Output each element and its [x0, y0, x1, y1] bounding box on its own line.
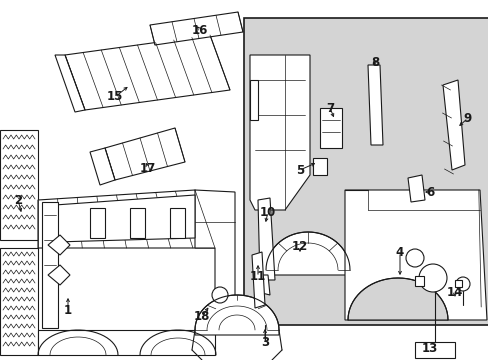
- Text: 14: 14: [446, 285, 462, 298]
- Polygon shape: [195, 190, 235, 330]
- Polygon shape: [38, 190, 215, 248]
- Text: 8: 8: [370, 55, 378, 68]
- Polygon shape: [258, 198, 274, 280]
- Polygon shape: [347, 278, 447, 320]
- Polygon shape: [42, 202, 58, 328]
- Polygon shape: [90, 148, 115, 185]
- Polygon shape: [249, 55, 309, 210]
- Polygon shape: [55, 55, 85, 112]
- Text: 2: 2: [14, 194, 22, 207]
- Polygon shape: [150, 12, 243, 45]
- Text: 1: 1: [64, 303, 72, 316]
- Text: 11: 11: [249, 270, 265, 284]
- Polygon shape: [65, 35, 229, 110]
- Circle shape: [455, 277, 469, 291]
- Polygon shape: [251, 252, 264, 308]
- Polygon shape: [345, 190, 486, 320]
- Circle shape: [212, 287, 227, 303]
- Polygon shape: [170, 208, 184, 238]
- Text: 6: 6: [425, 185, 433, 198]
- Text: 15: 15: [106, 90, 123, 104]
- Polygon shape: [258, 275, 269, 295]
- Polygon shape: [0, 130, 38, 240]
- Polygon shape: [312, 158, 326, 175]
- Text: 7: 7: [325, 102, 333, 114]
- Text: 18: 18: [193, 310, 210, 324]
- Text: 10: 10: [259, 206, 276, 219]
- Text: 12: 12: [291, 240, 307, 253]
- Polygon shape: [195, 295, 279, 335]
- Polygon shape: [90, 208, 105, 238]
- Polygon shape: [48, 265, 70, 285]
- Polygon shape: [55, 195, 195, 242]
- Polygon shape: [367, 65, 382, 145]
- Circle shape: [405, 249, 423, 267]
- Text: 3: 3: [261, 336, 268, 348]
- Text: 16: 16: [191, 23, 208, 36]
- Bar: [244, 18, 488, 325]
- Text: 9: 9: [463, 112, 471, 125]
- Polygon shape: [319, 108, 341, 148]
- Circle shape: [418, 264, 446, 292]
- Polygon shape: [407, 175, 424, 202]
- Polygon shape: [249, 80, 258, 120]
- Polygon shape: [48, 235, 70, 255]
- Text: 17: 17: [140, 162, 156, 175]
- Text: 4: 4: [395, 246, 403, 258]
- Polygon shape: [442, 80, 464, 170]
- Polygon shape: [414, 342, 454, 358]
- Text: 13: 13: [421, 342, 437, 355]
- Text: 5: 5: [295, 163, 304, 176]
- Polygon shape: [38, 330, 215, 355]
- Polygon shape: [130, 208, 145, 238]
- Polygon shape: [105, 128, 184, 180]
- Polygon shape: [265, 232, 349, 275]
- Polygon shape: [414, 276, 423, 286]
- Polygon shape: [454, 280, 461, 287]
- Polygon shape: [0, 248, 38, 355]
